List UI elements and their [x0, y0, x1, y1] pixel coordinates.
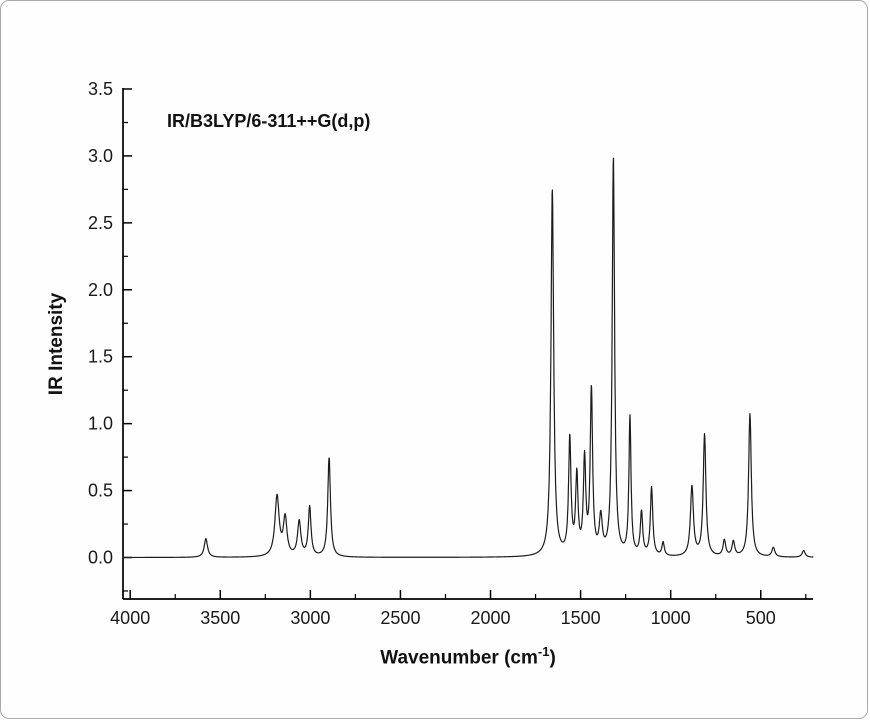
x-axis-title: Wavenumber (cm-1)	[380, 644, 556, 669]
x-axis-title-superscript: -1	[537, 644, 550, 659]
x-tick-label: 2500	[380, 608, 420, 628]
y-tick-label: 0.0	[88, 548, 113, 568]
y-tick-label: 2.5	[88, 213, 113, 233]
y-axis-title: IR Intensity	[46, 292, 67, 396]
x-tick-label: 2000	[470, 608, 510, 628]
method-annotation: IR/B3LYP/6-311++G(d,p)	[167, 111, 371, 131]
y-tick-label: 2.0	[88, 280, 113, 300]
y-tick-label: 3.5	[88, 79, 113, 99]
x-tick-label: 1500	[561, 608, 601, 628]
x-axis-title-text: Wavenumber (cm	[380, 647, 538, 669]
x-tick-label: 500	[746, 608, 776, 628]
x-tick-label: 3000	[290, 608, 330, 628]
ir-spectrum-curve	[122, 157, 814, 559]
y-tick-label: 1.5	[88, 347, 113, 367]
y-tick-label: 3.0	[88, 146, 113, 166]
x-tick-label: 3500	[200, 608, 240, 628]
y-tick-label: 0.5	[88, 481, 113, 501]
x-tick-label: 1000	[651, 608, 691, 628]
x-axis-title-suffix: )	[549, 647, 556, 669]
x-tick-label: 4000	[110, 608, 150, 628]
y-tick-label: 1.0	[88, 414, 113, 434]
